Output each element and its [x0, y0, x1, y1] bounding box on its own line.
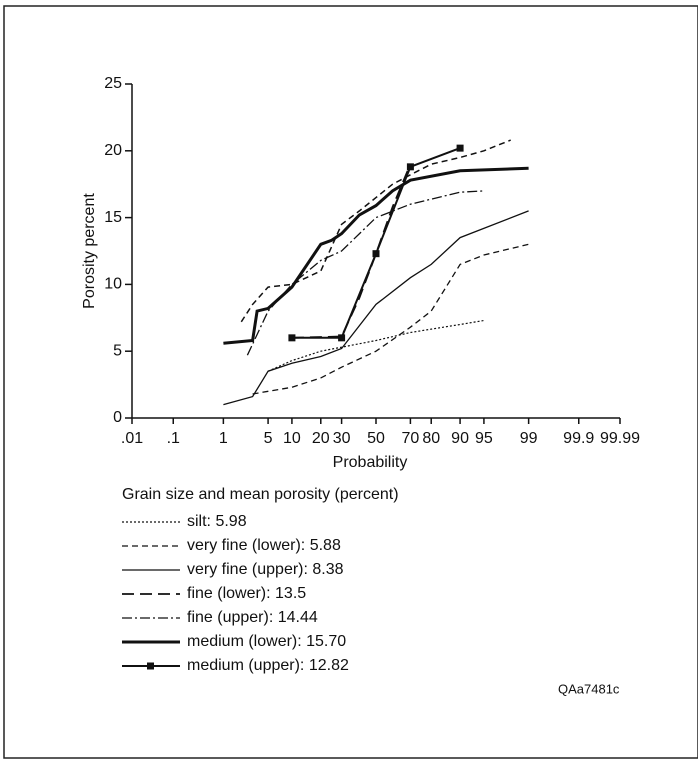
series-line [223, 166, 529, 345]
series-line [240, 139, 511, 323]
x-tick-label: 80 [422, 430, 440, 447]
x-tick-label: 90 [451, 430, 469, 447]
x-tick-label: .1 [167, 430, 180, 447]
y-tick-label: 0 [113, 409, 122, 426]
y-tick-label: 20 [104, 142, 122, 159]
x-axis-label: Probability [333, 454, 408, 471]
legend-marker [147, 662, 154, 670]
legend-label: fine (lower): 13.5 [187, 585, 306, 602]
legend-label: medium (lower): 15.70 [187, 633, 346, 650]
marker [456, 144, 464, 152]
x-tick-label: 5 [264, 430, 273, 447]
x-tick-label: 99.99 [600, 430, 640, 447]
note: QAa7481c [558, 681, 620, 696]
series-line [246, 190, 484, 356]
series-line [252, 243, 529, 395]
marker [372, 250, 380, 258]
legend-label: medium (upper): 12.82 [187, 657, 349, 674]
x-tick-label: 99 [520, 430, 538, 447]
x-tick-label: 70 [402, 430, 420, 447]
y-tick-label: 10 [104, 276, 122, 293]
y-tick-label: 25 [104, 75, 122, 92]
y-tick-label: 5 [113, 342, 122, 359]
marker [338, 334, 346, 342]
y-axis-label: Porosity percent [81, 193, 98, 309]
legend-label: fine (upper): 14.44 [187, 609, 318, 626]
series-line [223, 210, 529, 406]
series-line [267, 319, 484, 372]
marker [288, 334, 296, 342]
frame [3, 5, 698, 759]
legend-label: very fine (upper): 8.38 [187, 561, 344, 578]
x-tick-label: 30 [333, 430, 351, 447]
x-tick-label: 20 [312, 430, 330, 447]
x-tick-label: 95 [475, 430, 493, 447]
x-tick-label: 99.9 [563, 430, 594, 447]
legend-label: very fine (lower): 5.88 [187, 537, 341, 554]
x-tick-label: 1 [219, 430, 228, 447]
marker [406, 163, 414, 171]
x-tick-label: .01 [121, 430, 143, 447]
y-tick-label: 15 [104, 209, 122, 226]
x-tick-label: 50 [367, 430, 385, 447]
x-tick-label: 10 [283, 430, 301, 447]
legend-title: Grain size and mean porosity (percent) [122, 486, 399, 503]
legend-label: silt: 5.98 [187, 513, 247, 530]
